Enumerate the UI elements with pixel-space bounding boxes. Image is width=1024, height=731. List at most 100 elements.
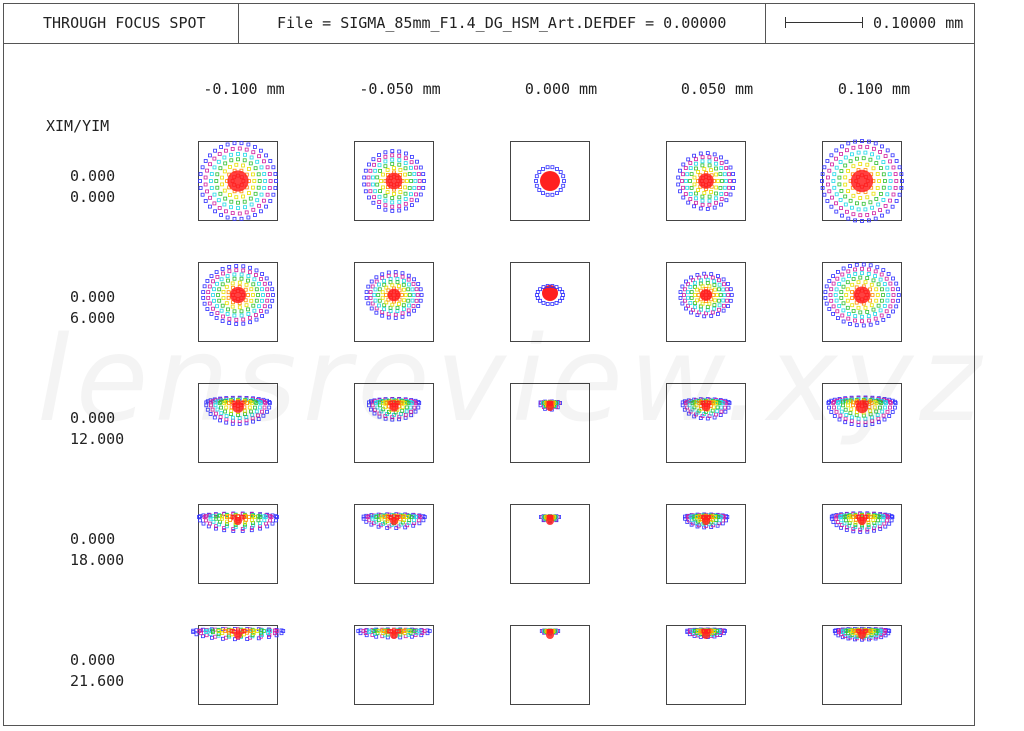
spot-point: [849, 422, 854, 427]
spot-box: [666, 141, 746, 221]
spot-point: [267, 405, 272, 410]
spot-core: [385, 172, 403, 190]
spot-point: [891, 192, 896, 197]
spot-point: [873, 216, 878, 221]
row-label: 0.000 0.000: [70, 166, 115, 208]
spot-point: [239, 276, 244, 281]
spot-point: [726, 304, 730, 309]
spot-point: [236, 206, 240, 211]
spot-point: [714, 196, 718, 201]
spot-point: [416, 282, 421, 286]
spot-point: [728, 287, 733, 292]
spot-point: [231, 628, 236, 633]
spot-point: [422, 179, 426, 183]
spot-point: [243, 205, 247, 210]
spot-point: [259, 165, 264, 170]
spot-point: [257, 281, 261, 286]
spot-point: [845, 209, 849, 214]
spot-point: [241, 317, 246, 322]
spot-point: [363, 631, 368, 635]
spot-point: [246, 307, 250, 312]
spot-point: [887, 414, 892, 418]
spot-point: [715, 293, 719, 297]
spot-point: [254, 317, 259, 322]
spot-box: [510, 262, 590, 342]
spot-point: [896, 287, 900, 292]
spot-point: [856, 207, 861, 212]
spot-point: [866, 271, 871, 276]
spot-point: [865, 309, 870, 314]
spot-point: [403, 156, 408, 161]
spot-point: [409, 179, 414, 183]
spot-point: [268, 281, 273, 286]
spot-point: [401, 307, 406, 312]
spot-point: [685, 405, 689, 410]
spot-point: [863, 305, 868, 310]
spot-point: [860, 271, 864, 276]
spot-point: [203, 518, 208, 523]
spot-point: [241, 264, 246, 269]
spot-point: [555, 166, 559, 171]
xim-value: 0.000: [70, 651, 116, 669]
spot-point: [403, 191, 408, 196]
spot-point: [875, 186, 880, 190]
spot-point: [719, 405, 724, 410]
spot-point: [217, 206, 222, 210]
spot-point: [827, 399, 831, 404]
spot-point: [827, 168, 832, 173]
spot-point: [380, 313, 385, 318]
spot-point: [885, 298, 890, 303]
spot-point: [220, 182, 225, 187]
spot-point: [407, 172, 412, 176]
spot-point: [707, 198, 712, 203]
spot-point: [220, 514, 224, 519]
spot-point: [262, 518, 267, 523]
spot-point: [860, 319, 864, 324]
spot-point: [704, 311, 708, 316]
spot-point: [398, 190, 403, 195]
spot-point: [212, 156, 217, 161]
spot-point: [680, 301, 685, 306]
spot-point: [558, 188, 563, 192]
spot-point: [385, 632, 390, 637]
spot-point: [883, 154, 888, 159]
spot-point: [538, 298, 542, 303]
spot-point: [719, 155, 723, 160]
spot-point: [716, 274, 720, 278]
spot-point: [868, 287, 872, 292]
spot-point: [356, 629, 361, 633]
defocus-value: DEF = 0.00000: [609, 14, 727, 32]
spot-point: [728, 298, 733, 303]
spot-point: [257, 304, 261, 309]
spot-point: [887, 185, 892, 190]
spot-point: [242, 408, 247, 413]
spot-point: [694, 166, 698, 171]
spot-point: [262, 514, 267, 519]
spot-point: [839, 518, 844, 523]
spot-point: [250, 518, 255, 523]
spot-point: [712, 306, 717, 311]
spot-point: [839, 295, 844, 300]
spot-point: [822, 192, 827, 197]
spot-point: [853, 523, 858, 527]
spot-point: [678, 295, 683, 300]
spot-point: [372, 195, 377, 200]
spot-point: [731, 172, 735, 176]
spot-point: [841, 628, 845, 633]
spot-point: [372, 411, 377, 416]
spot-point: [829, 153, 834, 158]
spot-point: [689, 310, 693, 315]
spot-point: [887, 521, 892, 526]
spot-point: [392, 166, 396, 171]
spot-point: [212, 201, 217, 206]
spot-point: [205, 168, 210, 173]
spot-point: [722, 293, 727, 297]
spot-point: [688, 160, 693, 165]
spot-point: [858, 530, 863, 534]
spot-point: [366, 284, 371, 289]
spot-point: [861, 323, 866, 328]
spot-point: [870, 293, 875, 297]
spot-point: [375, 182, 380, 187]
spot-point: [250, 172, 255, 177]
spot-point: [829, 516, 834, 521]
